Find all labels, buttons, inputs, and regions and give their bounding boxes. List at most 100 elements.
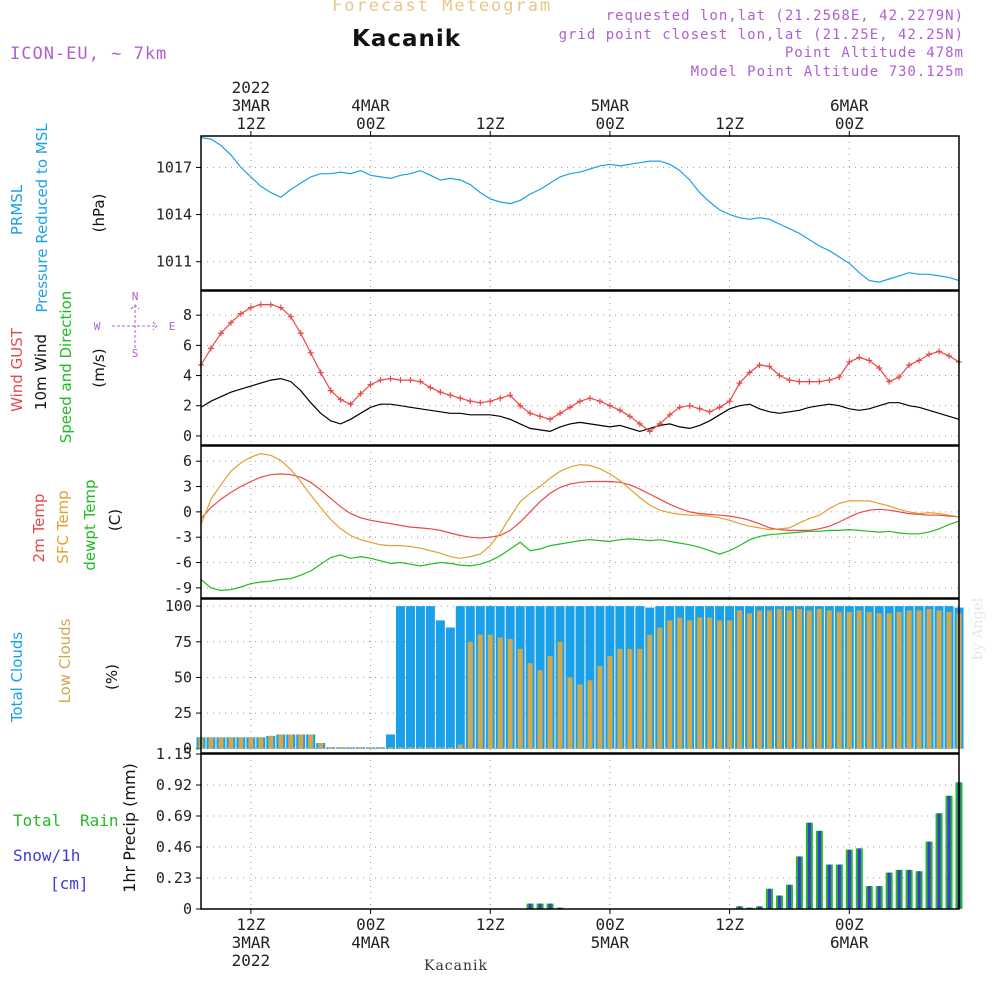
panel-frame bbox=[200, 290, 960, 446]
low-cloud-bar bbox=[497, 637, 503, 749]
gust-label: Wind GUST bbox=[8, 327, 26, 412]
top-time-label: 12Z bbox=[236, 114, 265, 133]
snow-bar bbox=[827, 864, 831, 909]
snow-bar bbox=[817, 830, 821, 909]
gust-marker bbox=[816, 378, 823, 385]
y-tick-label: 0.23 bbox=[156, 869, 192, 887]
gust-marker bbox=[656, 420, 663, 427]
low-cloud-bar bbox=[557, 641, 563, 749]
snow-bar bbox=[837, 864, 841, 909]
point-altitude: Point Altitude 478m bbox=[784, 45, 964, 61]
low-cloud-bar bbox=[388, 747, 393, 749]
low-cloud-bar bbox=[417, 747, 423, 749]
low-cloud-bar bbox=[836, 611, 842, 749]
gust-marker bbox=[317, 369, 324, 376]
gust-marker bbox=[916, 357, 923, 364]
low-cloud-bar bbox=[697, 617, 703, 749]
bottom-time-label: 12Z bbox=[715, 915, 744, 934]
bottom-time-label: 4MAR bbox=[351, 933, 390, 952]
low-cloud-bar bbox=[886, 613, 892, 749]
gust-marker bbox=[776, 372, 783, 379]
total-cloud-bar bbox=[575, 606, 585, 749]
low-cloud-bar bbox=[657, 627, 663, 749]
low-cloud-bar bbox=[397, 747, 403, 749]
gust-marker bbox=[307, 349, 314, 356]
bottom-time-label: 12Z bbox=[476, 915, 505, 934]
y-tick-label: 0 bbox=[183, 503, 192, 521]
top-time-label: 00Z bbox=[595, 114, 624, 133]
gust-marker bbox=[217, 330, 224, 337]
low-cloud-bar bbox=[876, 613, 882, 749]
low-cloud-bar bbox=[946, 611, 952, 749]
pressure-unit: (hPa) bbox=[90, 194, 108, 233]
snow-bar bbox=[538, 903, 542, 909]
total-clouds-label: Total Clouds bbox=[8, 632, 26, 724]
snow-bar bbox=[917, 871, 921, 909]
low-cloud-bar bbox=[547, 656, 553, 749]
low-cloud-bar bbox=[816, 608, 822, 749]
gust-marker bbox=[616, 407, 623, 414]
gust-marker bbox=[686, 402, 693, 409]
compass-rose bbox=[112, 304, 158, 350]
low-cloud-bar bbox=[707, 617, 713, 749]
snow-bar bbox=[877, 886, 881, 909]
low-cloud-bar bbox=[487, 634, 493, 749]
y-tick-label: 1011 bbox=[156, 253, 192, 271]
top-time-label: 6MAR bbox=[830, 96, 869, 115]
gust-marker bbox=[347, 401, 354, 408]
gust-marker bbox=[267, 301, 274, 308]
low-cloud-bar bbox=[268, 735, 274, 749]
low-cloud-bar bbox=[667, 620, 673, 749]
pressure-line bbox=[200, 137, 960, 283]
gust-marker bbox=[547, 416, 554, 423]
snow-bar bbox=[738, 906, 742, 909]
gust-marker bbox=[736, 380, 743, 387]
gust-marker bbox=[577, 398, 583, 405]
snow-bar bbox=[867, 886, 871, 909]
low-cloud-bar bbox=[637, 648, 643, 749]
snow-bar bbox=[758, 906, 762, 909]
model-label: ICON-EU, ~ 7km bbox=[10, 44, 168, 64]
snow-bar bbox=[907, 869, 911, 909]
low-cloud-bar bbox=[747, 613, 753, 749]
pressure-label-long: Pressure Reduced to MSL bbox=[33, 123, 51, 313]
model-altitude: Model Point Altitude 730.125m bbox=[690, 64, 964, 80]
total-cloud-bar bbox=[405, 606, 415, 749]
low-cloud-bar bbox=[248, 737, 254, 749]
dewpoint-label: dewpt Temp bbox=[81, 479, 99, 570]
top-time-label: 12Z bbox=[715, 114, 744, 133]
low-cloud-bar bbox=[617, 648, 623, 749]
snow-bar bbox=[857, 848, 861, 909]
pressure-label-short: PRMSL bbox=[8, 184, 26, 235]
low-cloud-bar bbox=[218, 737, 224, 749]
gust-marker bbox=[237, 310, 244, 317]
panel-frame bbox=[200, 445, 960, 599]
snow-bar bbox=[548, 903, 552, 909]
gust-marker bbox=[497, 395, 504, 402]
low-cloud-bar bbox=[786, 610, 792, 749]
low-cloud-bar bbox=[308, 734, 314, 749]
y-tick-label: -9 bbox=[174, 579, 192, 597]
gust-marker bbox=[527, 410, 534, 417]
sfc-temp-line bbox=[200, 452, 960, 559]
y-tick-label: 75 bbox=[174, 633, 192, 651]
top-time-label: 00Z bbox=[835, 114, 864, 133]
low-cloud-bar bbox=[577, 684, 583, 749]
wind-dir-label: Speed and Direction bbox=[57, 291, 75, 444]
top-time-label: 12Z bbox=[476, 114, 505, 133]
gust-marker bbox=[377, 377, 384, 384]
y-tick-label: 0.69 bbox=[156, 807, 192, 825]
y-tick-label: 0 bbox=[183, 740, 192, 758]
low-cloud-bar bbox=[717, 620, 723, 749]
low-cloud-bar bbox=[737, 610, 743, 749]
gust-marker bbox=[417, 378, 424, 385]
low-cloud-bar bbox=[767, 610, 772, 749]
y-tick-label: 1.15 bbox=[156, 745, 192, 763]
gust-marker bbox=[866, 357, 873, 364]
gust-marker bbox=[636, 420, 643, 427]
gust-marker bbox=[766, 363, 773, 370]
total-cloud-bar bbox=[425, 606, 435, 749]
snow-bar bbox=[777, 895, 781, 909]
low-cloud-bar bbox=[916, 610, 922, 749]
total-cloud-bar bbox=[395, 606, 405, 749]
